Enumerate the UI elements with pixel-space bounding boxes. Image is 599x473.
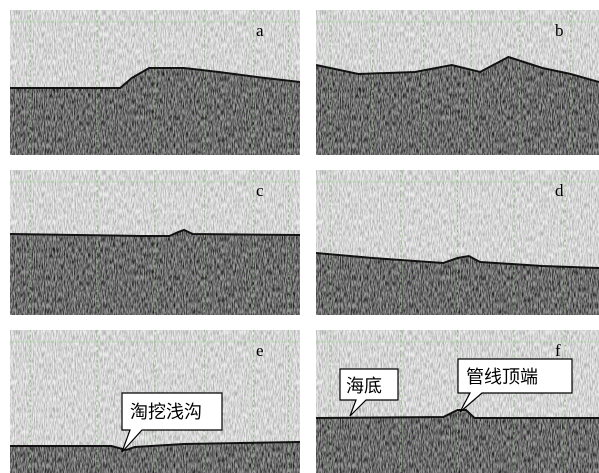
callout-text: 海底	[346, 376, 382, 397]
panel-label: c	[256, 181, 264, 200]
panel-label: e	[256, 341, 264, 360]
panel-label: d	[555, 181, 564, 200]
callout-text: 管线顶端	[466, 367, 538, 388]
panel: b	[316, 10, 599, 155]
panel: c	[10, 170, 300, 315]
panel-label: f	[555, 341, 561, 360]
panel-label: b	[555, 21, 564, 40]
figure: a b c d e f 淘挖浅沟 海底 管线顶端	[0, 0, 599, 473]
panel: d	[316, 170, 599, 315]
callout-text: 淘挖浅沟	[130, 402, 202, 423]
panel: a	[10, 10, 300, 155]
panel-label: a	[256, 21, 264, 40]
